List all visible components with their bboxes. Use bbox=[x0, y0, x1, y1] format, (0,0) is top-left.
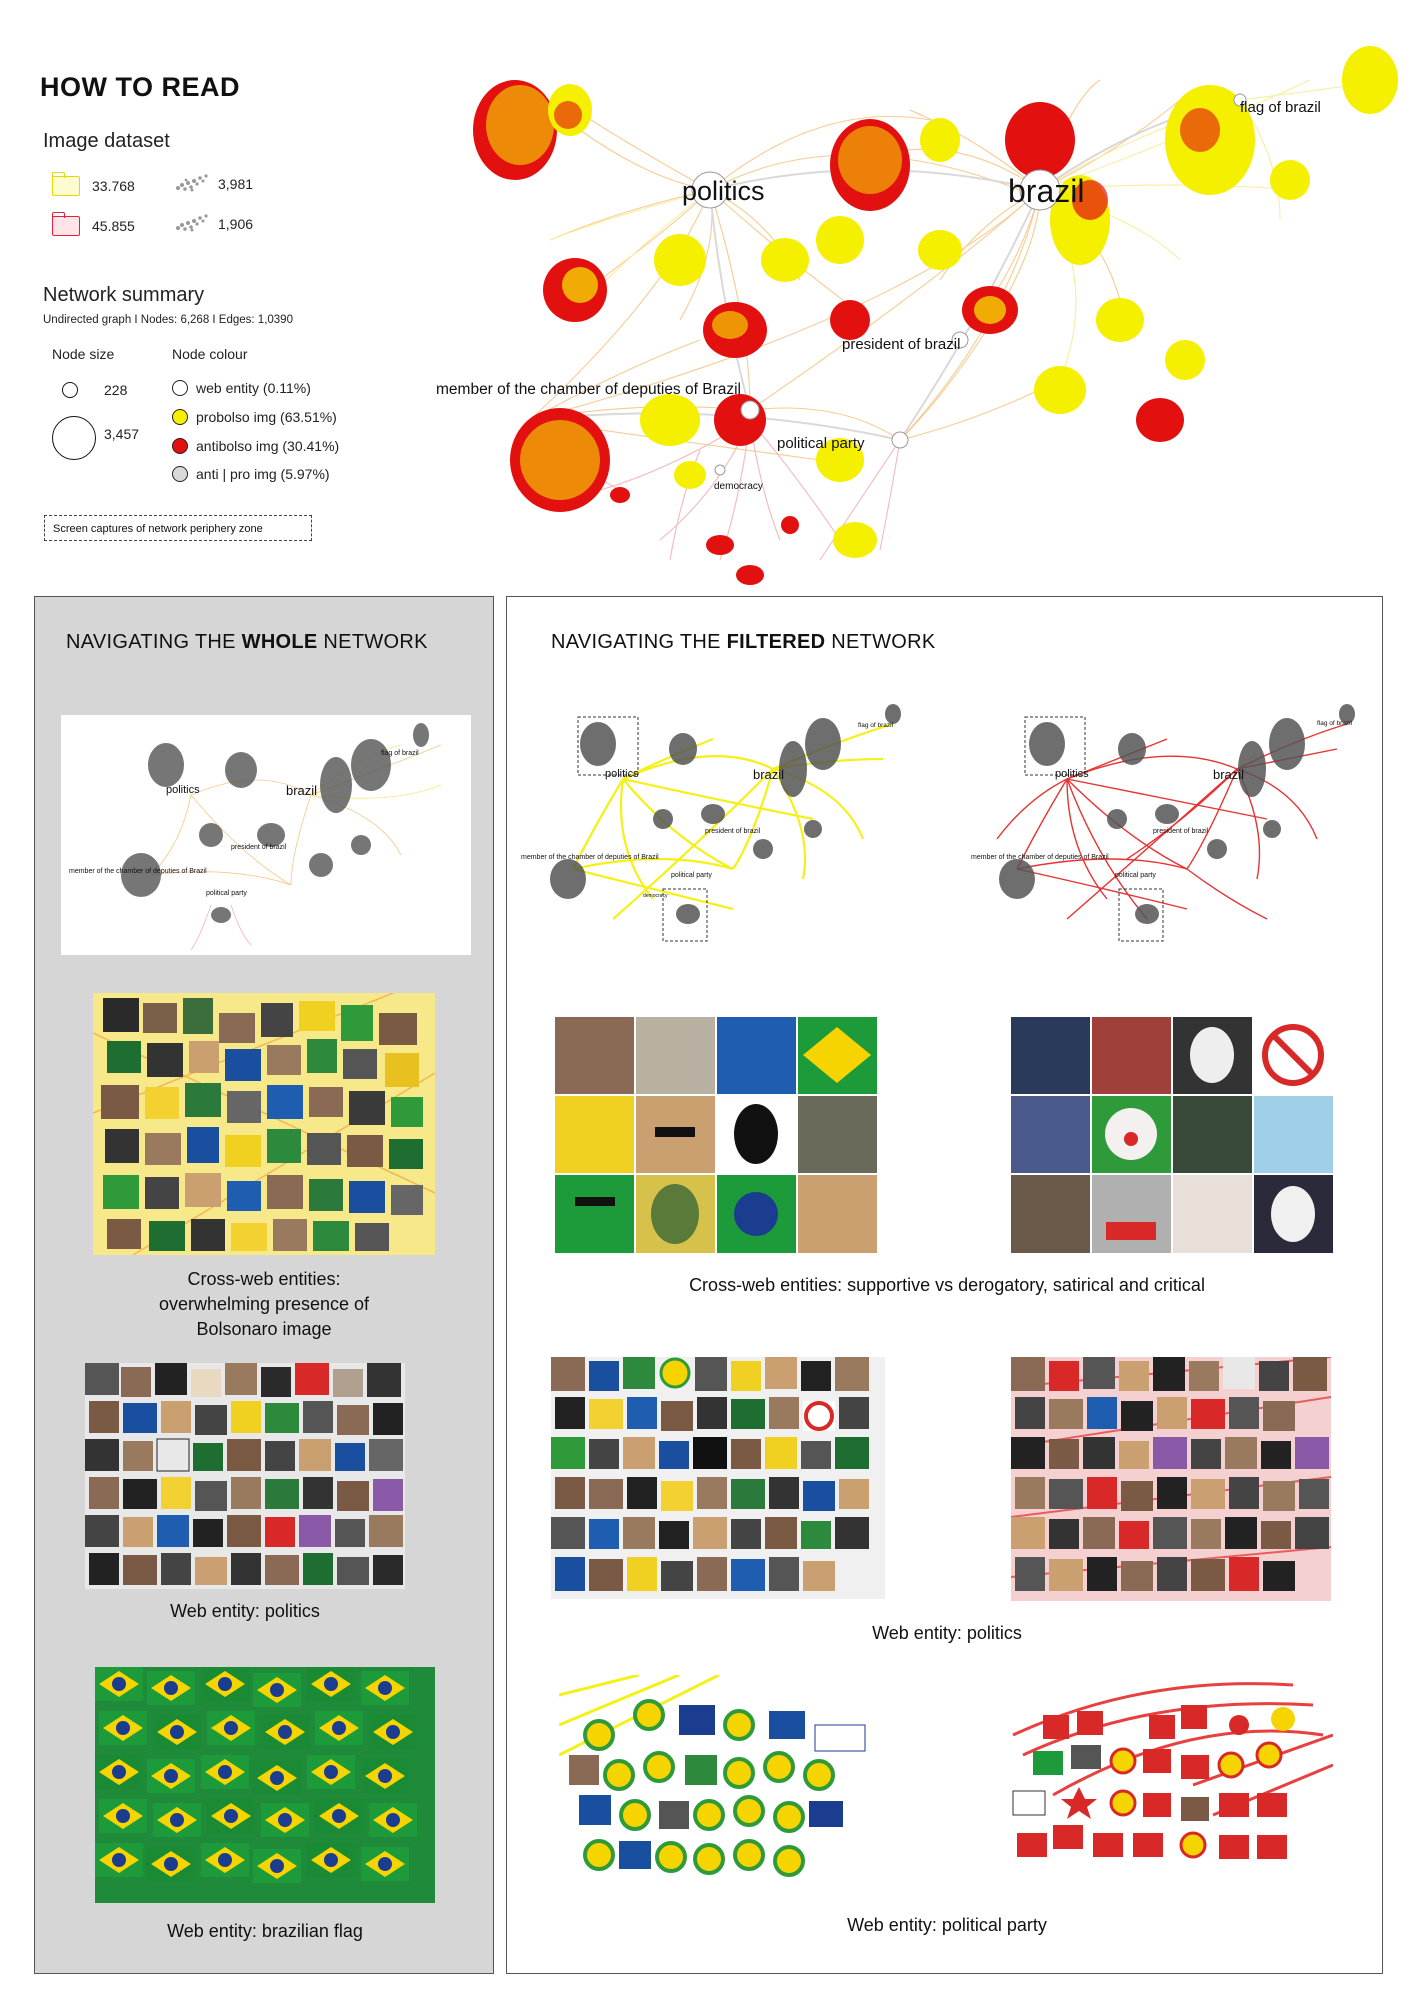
grey-cluster-count-2: 1,906 bbox=[218, 216, 254, 232]
web-entity-dot bbox=[172, 380, 188, 396]
cluster-chamber bbox=[510, 394, 864, 512]
svg-text:brazil: brazil bbox=[286, 783, 317, 798]
label-democracy: democracy bbox=[714, 481, 763, 492]
filtered-politics-probolso-collage bbox=[551, 1357, 885, 1599]
whole-politics-collage bbox=[85, 1363, 405, 1589]
node-clusters bbox=[473, 46, 1398, 585]
filtered-politics-antibolso-collage bbox=[1011, 1357, 1331, 1601]
whole-network-title: NAVIGATING THE WHOLE NETWORK bbox=[66, 631, 428, 653]
svg-text:politics: politics bbox=[605, 768, 639, 780]
how-to-read-title: HOW TO READ bbox=[40, 72, 240, 102]
label-flag-of-brazil: flag of brazil bbox=[1240, 99, 1321, 116]
large-node-circle bbox=[52, 416, 96, 460]
label-president-of-brazil: president of brazil bbox=[842, 336, 960, 353]
cluster-flag bbox=[1165, 46, 1398, 200]
node-colour-label: Node colour bbox=[172, 346, 248, 362]
svg-text:president of brazil: president of brazil bbox=[1153, 828, 1209, 835]
derogatory-images-grid bbox=[1011, 1017, 1333, 1253]
cluster-brazil-top bbox=[830, 118, 960, 211]
red-folder-icon bbox=[52, 212, 80, 236]
filtered-party-antibolso-collage bbox=[993, 1675, 1333, 1895]
capture-box-legend: Screen captures of network periphery zon… bbox=[44, 515, 312, 541]
anti-pro-label: anti | pro img (5.97%) bbox=[196, 466, 330, 482]
whole-flag-caption: Web entity: brazilian flag bbox=[167, 1921, 363, 1941]
label-politics: politics bbox=[682, 176, 765, 206]
antibolso-label: antibolso img (30.41%) bbox=[196, 438, 340, 454]
whole-network-thumbnail: politics brazil flag of brazil president of… bbox=[61, 715, 471, 955]
svg-text:political party: political party bbox=[1115, 872, 1156, 879]
svg-text:member of the chamber of deput: member of the chamber of deputies of Bra… bbox=[971, 854, 1109, 861]
web-entity-label: web entity (0.11%) bbox=[196, 380, 311, 396]
grey-cluster-icon-2 bbox=[176, 214, 208, 232]
grey-cluster-count-1: 3,981 bbox=[218, 176, 254, 192]
probolso-label: probolso img (63.51%) bbox=[196, 409, 337, 425]
small-node-size: 228 bbox=[104, 382, 128, 398]
svg-text:politics: politics bbox=[166, 784, 200, 796]
red-dataset-count: 45.855 bbox=[92, 218, 135, 234]
antibolso-filtered-network: politics brazil flag of brazil president of… bbox=[971, 704, 1355, 942]
svg-text:political party: political party bbox=[671, 872, 712, 879]
web-entity-nodes bbox=[691, 93, 1247, 476]
large-node-size: 3,457 bbox=[104, 426, 140, 442]
svg-text:member of the chamber of deput: member of the chamber of deputies of Bra… bbox=[521, 854, 659, 861]
filtered-cross-web-caption: Cross-web entities: supportive vs deroga… bbox=[689, 1275, 1205, 1295]
yellow-dataset-count: 33.768 bbox=[92, 178, 135, 194]
svg-text:democracy: democracy bbox=[643, 893, 668, 899]
filtered-party-caption: Web entity: political party bbox=[847, 1915, 1047, 1935]
whole-flag-collage bbox=[95, 1667, 435, 1903]
probolso-dot bbox=[172, 409, 188, 425]
label-chamber-of-deputies: member of the chamber of deputies of Bra… bbox=[436, 381, 741, 398]
svg-text:flag of brazil: flag of brazil bbox=[1317, 720, 1353, 727]
image-dataset-heading: Image dataset bbox=[43, 130, 170, 152]
filtered-network-panel: NAVIGATING THE FILTERED NETWORK politics… bbox=[506, 596, 1383, 1974]
svg-text:political party: political party bbox=[206, 890, 247, 897]
svg-text:brazil: brazil bbox=[1213, 767, 1244, 782]
svg-text:president of brazil: president of brazil bbox=[231, 844, 287, 851]
probolso-filtered-network: politics brazil flag of brazil president of… bbox=[521, 704, 901, 942]
cluster-brazil-right bbox=[1005, 102, 1110, 265]
svg-text:president of brazil: president of brazil bbox=[705, 828, 761, 835]
cluster-middle bbox=[543, 216, 1205, 442]
network-summary-heading: Network summary bbox=[43, 284, 205, 306]
grey-cluster-icon bbox=[176, 174, 208, 192]
filtered-party-probolso-collage bbox=[559, 1675, 877, 1899]
whole-cross-web-caption: Cross-web entities: overwhelming presenc… bbox=[158, 1269, 370, 1339]
node-size-label: Node size bbox=[52, 346, 115, 362]
network-summary-description: Undirected graph I Nodes: 6,268 I Edges:… bbox=[43, 314, 293, 326]
main-network-graph: politics brazil flag of brazil president… bbox=[436, 46, 1398, 585]
edges bbox=[529, 79, 1391, 561]
antibolso-dot bbox=[172, 438, 188, 454]
filtered-politics-caption: Web entity: politics bbox=[872, 1623, 1022, 1643]
whole-cross-web-collage bbox=[93, 993, 435, 1255]
svg-text:flag of brazil: flag of brazil bbox=[858, 722, 894, 729]
svg-text:flag of brazil: flag of brazil bbox=[381, 750, 419, 757]
whole-politics-caption: Web entity: politics bbox=[170, 1601, 320, 1621]
whole-network-panel: NAVIGATING THE WHOLE NETWORK politics bra… bbox=[34, 596, 494, 1974]
small-node-circle bbox=[62, 382, 78, 398]
svg-text:brazil: brazil bbox=[753, 767, 784, 782]
label-brazil: brazil bbox=[1008, 173, 1084, 209]
anti-pro-dot bbox=[172, 466, 188, 482]
svg-text:politics: politics bbox=[1055, 768, 1089, 780]
label-political-party: political party bbox=[777, 435, 865, 452]
filtered-network-title: NAVIGATING THE FILTERED NETWORK bbox=[551, 631, 936, 653]
cluster-periphery bbox=[610, 461, 877, 585]
supportive-images-grid bbox=[555, 1017, 877, 1253]
cluster-politics-top bbox=[473, 80, 592, 180]
svg-text:member of the chamber of deput: member of the chamber of deputies of Bra… bbox=[69, 868, 207, 875]
yellow-folder-icon bbox=[52, 172, 80, 196]
